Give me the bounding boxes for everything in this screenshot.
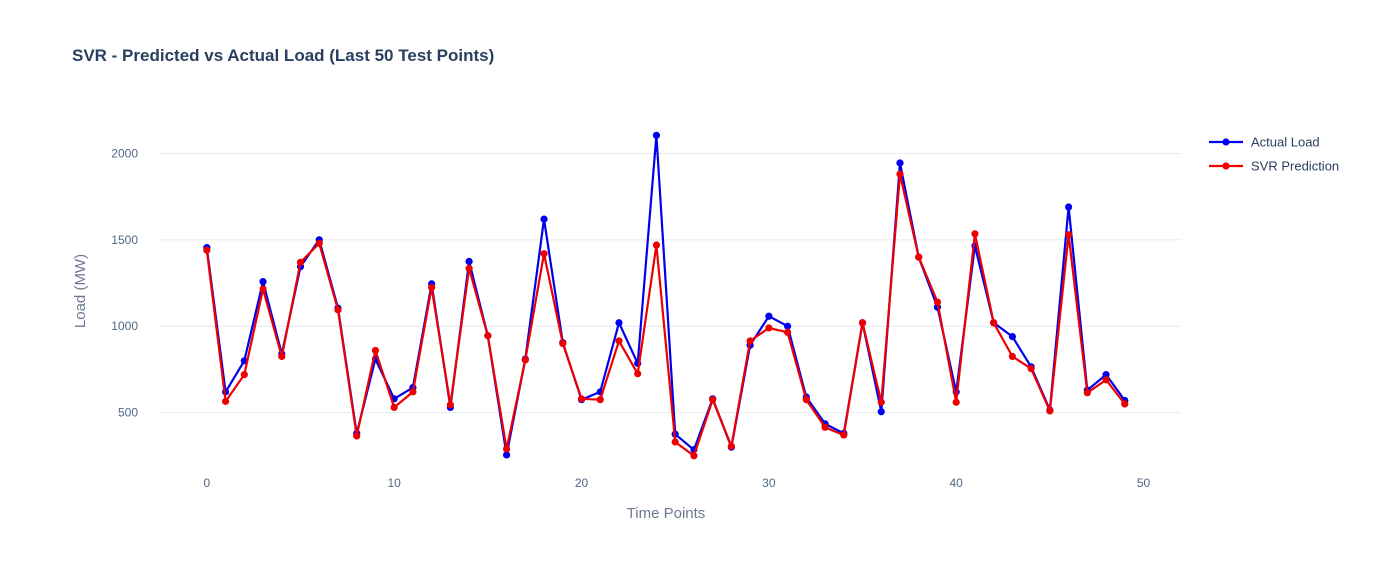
data-point[interactable] [1102, 376, 1110, 384]
data-point[interactable] [821, 423, 829, 431]
data-point[interactable] [334, 306, 342, 314]
data-point[interactable] [428, 283, 436, 291]
data-point[interactable] [652, 131, 661, 139]
series-line [205, 173, 1126, 457]
data-point[interactable] [652, 241, 661, 249]
data-point[interactable] [765, 324, 773, 332]
data-point[interactable] [521, 356, 529, 364]
legend-label: Actual Load [1251, 135, 1320, 150]
series-actual-load [203, 131, 1129, 459]
x-tick-label: 20 [575, 476, 589, 490]
y-tick-label: 1500 [111, 233, 138, 247]
data-point[interactable] [502, 451, 511, 459]
legend-item[interactable]: SVR Prediction [1209, 159, 1339, 174]
data-point[interactable] [709, 396, 717, 404]
data-point[interactable] [540, 215, 548, 223]
data-point[interactable] [765, 312, 773, 320]
data-point[interactable] [240, 371, 248, 379]
series-layer [203, 131, 1129, 460]
data-point[interactable] [559, 339, 567, 348]
x-tick-label: 0 [203, 476, 210, 490]
series-svr-prediction [203, 170, 1129, 460]
x-axis-title: Time Points [627, 505, 706, 522]
data-point[interactable] [896, 170, 904, 178]
data-point[interactable] [502, 445, 511, 453]
data-point[interactable] [840, 431, 848, 439]
data-point[interactable] [409, 388, 417, 396]
x-tick-label: 50 [1137, 476, 1151, 490]
y-axis-ticks: 500 1000 1500 2000 [111, 146, 138, 419]
data-point[interactable] [990, 319, 998, 327]
y-tick-label: 500 [118, 406, 138, 420]
data-point[interactable] [446, 401, 454, 409]
data-point[interactable] [390, 403, 398, 412]
legend-marker [1222, 162, 1230, 170]
data-point[interactable] [596, 396, 604, 404]
data-point[interactable] [1027, 364, 1035, 373]
data-point[interactable] [896, 159, 904, 167]
data-point[interactable] [278, 352, 286, 361]
data-point[interactable] [371, 346, 380, 355]
data-point[interactable] [877, 398, 885, 406]
data-point[interactable] [1083, 389, 1091, 397]
y-tick-label: 1000 [111, 319, 138, 333]
data-point[interactable] [1064, 203, 1073, 211]
data-point[interactable] [746, 337, 754, 345]
data-point[interactable] [727, 442, 735, 450]
data-point[interactable] [1046, 407, 1054, 415]
data-point[interactable] [690, 452, 698, 460]
x-axis-ticks: 0 10 20 30 40 50 [203, 476, 1150, 490]
data-point[interactable] [671, 438, 679, 446]
data-point[interactable] [296, 258, 305, 266]
data-point[interactable] [615, 319, 623, 327]
data-point[interactable] [353, 432, 361, 440]
chart-title: SVR - Predicted vs Actual Load (Last 50 … [72, 46, 494, 65]
legend-label: SVR Prediction [1251, 159, 1339, 174]
data-point[interactable] [1008, 352, 1016, 361]
data-point[interactable] [1008, 333, 1016, 341]
legend-item[interactable]: Actual Load [1209, 135, 1320, 150]
data-point[interactable] [259, 278, 267, 286]
data-point[interactable] [203, 246, 211, 254]
data-point[interactable] [221, 397, 230, 405]
x-tick-label: 40 [950, 476, 964, 490]
data-point[interactable] [933, 298, 942, 306]
grid-layer [160, 152, 1181, 414]
data-point[interactable] [615, 337, 623, 345]
data-point[interactable] [802, 396, 810, 404]
data-point[interactable] [315, 239, 323, 247]
data-point[interactable] [577, 395, 586, 403]
data-point[interactable] [952, 398, 960, 406]
legend-marker [1222, 138, 1230, 146]
data-point[interactable] [259, 285, 267, 293]
data-point[interactable] [783, 328, 792, 336]
data-point[interactable] [1121, 400, 1129, 408]
data-point[interactable] [783, 322, 792, 330]
x-tick-label: 30 [762, 476, 776, 490]
legend[interactable]: Actual Load SVR Prediction [1209, 135, 1339, 174]
y-tick-label: 2000 [111, 146, 138, 160]
data-point[interactable] [877, 408, 885, 416]
data-point[interactable] [915, 253, 923, 261]
data-point[interactable] [484, 332, 492, 340]
data-point[interactable] [634, 370, 642, 378]
data-point[interactable] [858, 319, 867, 327]
data-point[interactable] [1102, 371, 1110, 379]
data-point[interactable] [465, 257, 473, 266]
data-point[interactable] [1064, 231, 1073, 239]
data-point[interactable] [465, 264, 473, 272]
y-axis-title: Load (MW) [72, 254, 89, 328]
x-tick-label: 10 [387, 476, 401, 490]
data-point[interactable] [540, 250, 548, 258]
data-point[interactable] [971, 230, 979, 238]
